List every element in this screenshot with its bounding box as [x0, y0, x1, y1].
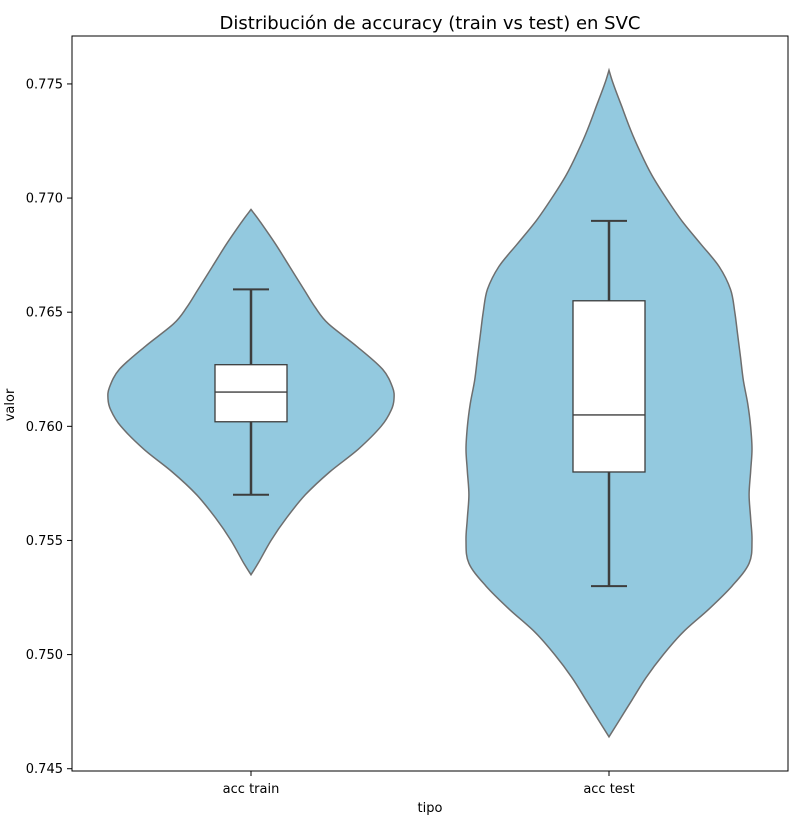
violin-group-1: [107, 208, 395, 577]
y-tick-label: 0.775: [26, 77, 63, 92]
plot-area: [107, 67, 753, 739]
y-tick-label: 0.765: [26, 306, 63, 321]
y-tick-label: 0.745: [26, 762, 63, 777]
y-axis: 0.745 0.750 0.755 0.760 0.765 0.770 0.775: [26, 77, 72, 777]
y-tick-label: 0.770: [26, 192, 63, 207]
iqr-box: [572, 300, 646, 473]
x-tick-label: acc train: [223, 782, 280, 797]
y-tick-label: 0.760: [26, 420, 63, 435]
x-axis-label: tipo: [418, 801, 443, 816]
chart-title: Distribución de accuracy (train vs test)…: [220, 13, 641, 34]
x-axis: acc train acc test: [223, 771, 635, 797]
y-tick-label: 0.750: [26, 648, 63, 663]
y-axis-label: valor: [3, 388, 18, 421]
plot-frame: [71, 35, 789, 772]
violin-group-2: [465, 67, 753, 739]
y-tick-label: 0.755: [26, 534, 63, 549]
x-tick-label: acc test: [583, 782, 634, 797]
iqr-box: [214, 364, 288, 423]
